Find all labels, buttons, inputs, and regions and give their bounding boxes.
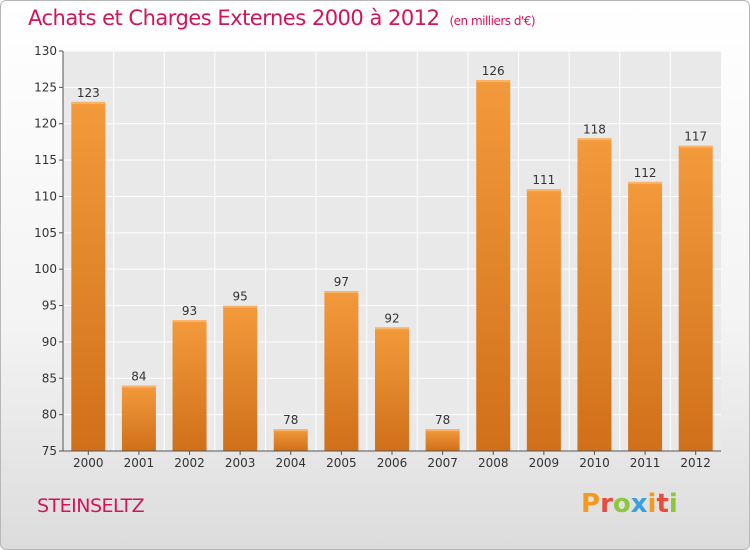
bar-highlight: [172, 320, 207, 323]
bar-value-label: 117: [684, 130, 707, 144]
bar-value-label: 93: [182, 304, 197, 318]
x-tick-label: 2007: [427, 456, 458, 470]
x-tick-label: 2005: [326, 456, 357, 470]
bar-value-label: 78: [435, 413, 450, 427]
y-tick-label: 100: [34, 262, 57, 276]
bar-2003: [223, 305, 258, 451]
bar-value-label: 111: [532, 173, 555, 187]
x-tick-label: 2004: [275, 456, 306, 470]
bar-2001: [121, 385, 156, 451]
bar-highlight: [628, 181, 663, 184]
y-tick-label: 115: [34, 153, 57, 167]
bar-2012: [678, 145, 713, 451]
x-tick-label: 2001: [124, 456, 155, 470]
bar-2002: [172, 320, 207, 451]
x-tick-label: 2008: [478, 456, 509, 470]
bar-highlight: [324, 291, 359, 293]
bar-2008: [476, 80, 511, 451]
bar-highlight: [71, 101, 106, 104]
bar-highlight: [273, 429, 308, 432]
x-tick-label: 2012: [680, 456, 711, 470]
logo-letter: r: [600, 489, 613, 519]
bar-2000: [71, 101, 106, 451]
logo-letter: P: [581, 489, 601, 519]
bar-highlight: [678, 145, 713, 148]
y-tick-label: 80: [42, 408, 57, 422]
bar-2006: [375, 327, 409, 451]
chart-title: Achats et Charges Externes 2000 à 2012 (e…: [28, 6, 536, 30]
x-tick-label: 2000: [73, 456, 104, 470]
chart-subtitle: (en milliers d'€): [449, 14, 536, 28]
bar-highlight: [375, 327, 409, 330]
bar-value-label: 78: [283, 413, 298, 427]
proxiti-logo: Proxiti: [581, 489, 678, 519]
y-tick-label: 75: [42, 444, 57, 458]
y-tick-label: 130: [34, 44, 57, 58]
y-tick-label: 85: [42, 371, 57, 385]
bar-highlight: [121, 385, 156, 388]
bar-2009: [526, 189, 561, 451]
x-tick-label: 2002: [174, 456, 205, 470]
bar-value-label: 97: [334, 275, 349, 289]
bar-2007: [425, 429, 460, 451]
x-tick-label: 2010: [579, 456, 610, 470]
x-tick-label: 2003: [225, 456, 256, 470]
chart-title-text: Achats et Charges Externes 2000 à 2012: [28, 6, 440, 30]
bar-value-label: 92: [384, 311, 399, 325]
x-tick-label: 2006: [377, 456, 408, 470]
bar-2010: [577, 138, 612, 452]
bar-highlight: [476, 80, 511, 83]
logo-letter: i: [668, 489, 678, 519]
bar-highlight: [577, 138, 612, 141]
y-tick-label: 125: [34, 80, 57, 94]
bar-highlight: [425, 429, 460, 432]
y-tick-label: 90: [42, 335, 57, 349]
bar-value-label: 126: [482, 64, 505, 78]
logo-letter: t: [656, 489, 669, 519]
city-name: STEINSELTZ: [37, 495, 145, 517]
y-tick-label: 95: [42, 299, 57, 313]
bar-value-label: 95: [233, 290, 248, 304]
x-tick-label: 2009: [529, 456, 560, 470]
y-tick-label: 110: [34, 189, 57, 203]
bar-2005: [324, 291, 359, 451]
logo-letter: x: [630, 489, 648, 519]
bar-2004: [273, 429, 308, 451]
bar-highlight: [526, 189, 561, 192]
bar-value-label: 84: [131, 370, 146, 384]
bar-highlight: [223, 305, 258, 308]
logo-letter: i: [647, 489, 657, 519]
bar-value-label: 112: [634, 166, 657, 180]
bar-value-label: 118: [583, 122, 606, 136]
logo-letter: o: [612, 489, 631, 519]
bar-2011: [628, 181, 663, 451]
y-tick-label: 120: [34, 117, 57, 131]
bar-value-label: 123: [77, 86, 100, 100]
y-tick-label: 105: [34, 226, 57, 240]
x-tick-label: 2011: [630, 456, 661, 470]
